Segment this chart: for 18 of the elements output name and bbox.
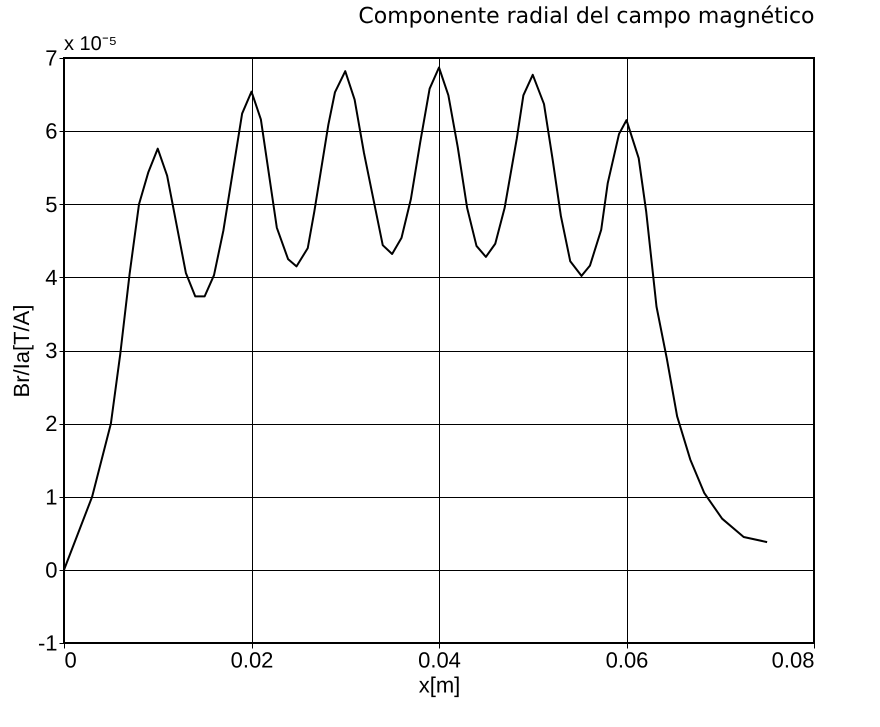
y-tick-label: 0 — [45, 557, 58, 582]
x-tick-label: 0.06 — [606, 648, 648, 672]
x-tick-label: 0.04 — [418, 648, 461, 672]
x-tick-label: 0 — [64, 648, 77, 672]
y-axis-title: Br/Ia[T/A] — [8, 304, 34, 398]
y-tick-label: 2 — [45, 411, 58, 436]
y-tick-label: 3 — [45, 338, 58, 363]
y-tick-label: 4 — [45, 264, 58, 290]
y-tick-label: 7 — [45, 46, 58, 70]
chart-title: Componente radial del campo magnético — [358, 4, 814, 29]
y-tick-label: 5 — [45, 192, 58, 217]
x-tick-label: 0.08 — [772, 648, 814, 672]
y-tick-label: -1 — [38, 630, 58, 656]
x-axis-title: x[m] — [418, 672, 460, 698]
y-tick-label: 6 — [45, 118, 58, 144]
y-tick-label: 1 — [45, 484, 58, 510]
x-tick-label: 0.02 — [230, 648, 274, 672]
text: x 10⁻⁵ — [64, 33, 118, 55]
